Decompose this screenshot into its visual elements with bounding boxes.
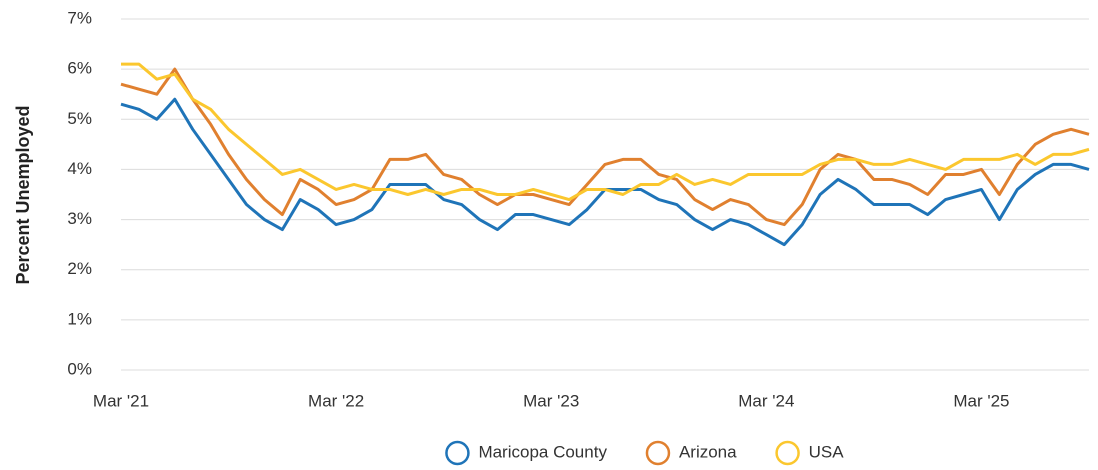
series-line: [120, 97, 1090, 247]
legend-marker: [445, 440, 470, 466]
y-tick-label: 1%: [67, 309, 92, 328]
legend-label: Maricopa County: [478, 442, 607, 461]
y-axis-title: Percent Unemployed: [13, 105, 33, 284]
y-tick-label: 0%: [67, 359, 92, 378]
x-tick-label: Mar '22: [308, 391, 364, 410]
legend-marker: [775, 440, 800, 466]
x-tick-label: Mar '21: [93, 391, 149, 410]
legend-marker: [645, 440, 671, 466]
y-tick-label: 6%: [67, 59, 92, 78]
x-tick-label: Mar '24: [738, 391, 794, 410]
y-tick-label: 5%: [67, 109, 92, 128]
y-tick-label: 4%: [67, 159, 92, 178]
x-tick-label: Mar '25: [953, 391, 1009, 410]
series-line: [121, 62, 1090, 202]
legend-label: Arizona: [679, 442, 737, 461]
y-tick-label: 3%: [67, 209, 92, 228]
x-tick-label: Mar '23: [523, 391, 579, 410]
y-tick-label: 7%: [67, 8, 92, 27]
series-line: [120, 67, 1090, 227]
y-tick-label: 2%: [67, 259, 92, 278]
legend-label: USA: [809, 442, 845, 461]
